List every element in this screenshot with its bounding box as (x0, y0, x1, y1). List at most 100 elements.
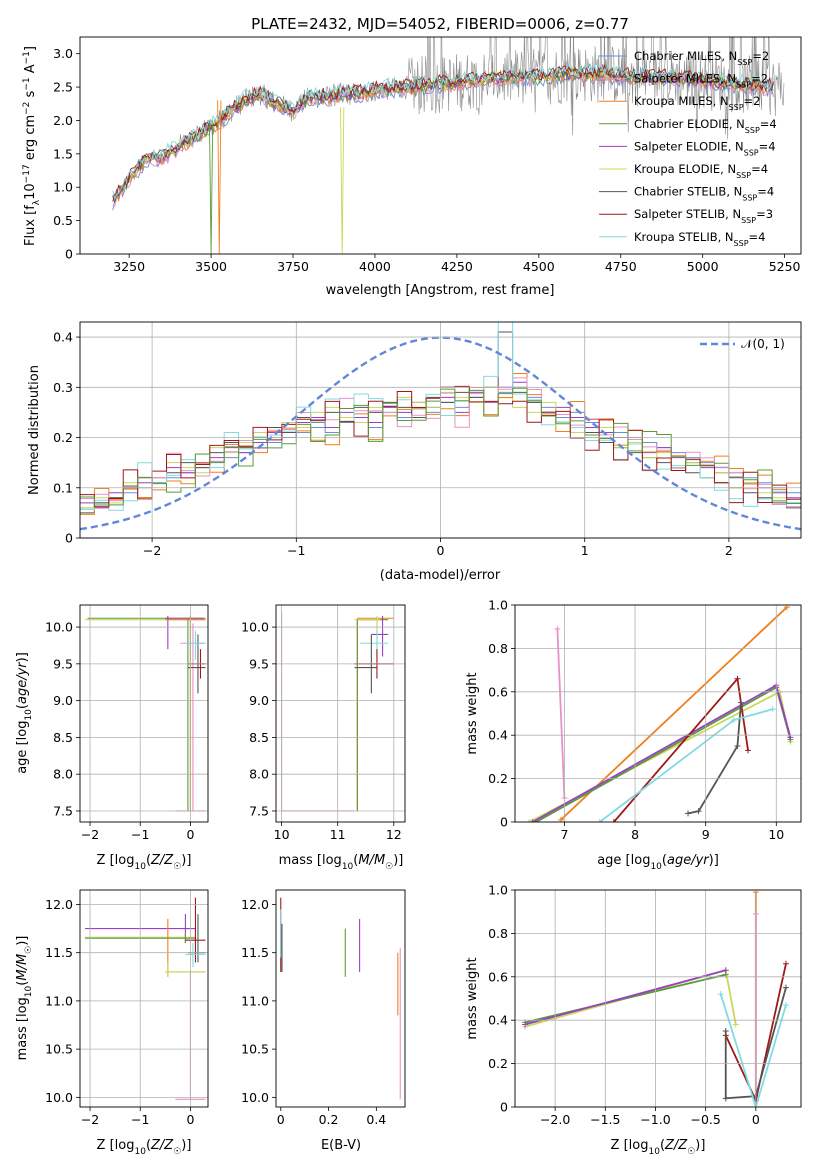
z-vs-age-xtick-label: 0 (186, 827, 194, 842)
age-weight-panel: 7 8 9 10 0 0.2 0.4 0.6 0.8 1.0 age [log10(age/yr)]… (465, 598, 802, 872)
weight-marker (526, 819, 533, 822)
z-vs-age-ylabel: age [log10(age/yr)] (15, 652, 34, 774)
z-weight-ytick-label: 0.8 (488, 926, 508, 941)
z-weight-xtick-label: 0 (752, 1112, 760, 1127)
z-vs-age-ytick-label: 8.5 (53, 730, 73, 745)
weight-marker (730, 717, 737, 724)
mass-vs-age-xtick-label: 12 (386, 827, 402, 842)
z-vs-age-ytick-label: 10.0 (45, 620, 73, 635)
figure-title: PLATE=2432, MJD=54052, FIBERID=0006, z=0… (251, 15, 629, 33)
mass-vs-age-ytick-label: 8.0 (249, 767, 269, 782)
legend-label: Chabrier MILES, NSSP=2 (634, 49, 769, 67)
residuals-xtick-label: −1 (287, 543, 305, 558)
age-weight-ytick-label: 0.6 (488, 684, 508, 699)
spectrum-xtick-label: 3250 (113, 259, 145, 274)
age-weight-ytick-label: 0.8 (488, 641, 508, 656)
z-weight-ytick-label: 0.2 (488, 1056, 508, 1071)
weight-marker (745, 747, 752, 754)
residuals-panel: −2 −1 0 1 2 0 0.1 0.2 0.3 0.4 𝒩(0, 1) (data-model)/… (27, 321, 802, 583)
z-weight-ytick-label: 0.6 (488, 969, 508, 984)
age-weight-ytick-label: 0.4 (488, 728, 508, 743)
weight-line-chabrier-elodie (535, 686, 792, 822)
z-vs-mass-xlabel: Z [log10(Z/Z☉)] (97, 1138, 192, 1157)
mass-vs-age-xtick-label: 10 (274, 827, 290, 842)
z-weight-ytick-label: 1.0 (488, 883, 508, 898)
legend-label: Chabrier STELIB, NSSP=4 (634, 185, 774, 203)
legend-label: Salpeter MILES, NSSP=2 (634, 72, 768, 90)
ebv-vs-mass-xtick-label: 0.4 (366, 1112, 386, 1127)
spectrum-ytick-label: 1.0 (53, 180, 73, 195)
spectrum-dropout-line (217, 100, 222, 254)
axes-frame (275, 889, 406, 1108)
ebv-vs-mass-plot-area (280, 897, 401, 1100)
ebv-vs-mass-ytick-label: 10.5 (241, 1042, 269, 1057)
z-vs-age-ytick-label: 9.5 (53, 656, 73, 671)
ebv-vs-mass-xtick-label: 0 (277, 1112, 285, 1127)
z-vs-mass-ytick-label: 11.0 (45, 993, 73, 1008)
spectrum-xtick-label: 3750 (277, 259, 309, 274)
spectrum-dropout-line (340, 107, 345, 254)
z-vs-age-ytick-label: 9.0 (53, 693, 73, 708)
weight-marker (782, 1002, 789, 1009)
ebv-vs-mass-ytick-label: 10.0 (241, 1090, 269, 1105)
weight-line-chabrier-elodie (524, 973, 726, 1024)
model-spectrum-salpeter-stelib (112, 63, 774, 202)
z-weight-ytick-label: 0 (500, 1100, 508, 1115)
residuals-xtick-label: 1 (581, 543, 589, 558)
legend-label: Kroupa ELODIE, NSSP=4 (634, 162, 768, 180)
axes-frame (275, 604, 406, 823)
z-vs-mass-xtick-label: 0 (186, 1112, 194, 1127)
spectrum-xtick-label: 4000 (359, 259, 391, 274)
spectrum-xtick-label: 4750 (605, 259, 637, 274)
legend-label: Chabrier ELODIE, NSSP=4 (634, 117, 777, 135)
z-vs-mass-ytick-label: 12.0 (45, 897, 73, 912)
residuals-ytick-label: 0.2 (53, 430, 73, 445)
weight-marker (734, 675, 741, 682)
ebv-vs-mass-ytick-label: 12.0 (241, 897, 269, 912)
spectrum-ylabel: Flux [fλ10−17 erg cm−2 s−1 A−1] (22, 46, 42, 246)
z-vs-mass-ytick-label: 10.0 (45, 1090, 73, 1105)
z-weight-xtick-label: −2.0 (540, 1112, 570, 1127)
ebv-vs-mass-xlabel: E(B-V) (321, 1138, 361, 1153)
spectrum-ytick-label: 1.5 (53, 146, 73, 161)
axes-frame (79, 36, 802, 255)
residuals-xlabel: (data-model)/error (380, 568, 501, 583)
mass-vs-age-panel: 10 11 12 7.5 8.0 8.5 9.0 9.5 10.0 mass [log10(M/M… (241, 604, 406, 872)
weight-marker (722, 1095, 729, 1102)
axes-frame (514, 604, 802, 823)
z-vs-age-panel: −2 −1 0 7.5 8.0 8.5 9.0 9.5 10.0 Z [log10(Z/Z☉)] a… (15, 604, 209, 872)
axes-frame (514, 889, 802, 1108)
spectrum-ytick-label: 2.0 (53, 113, 73, 128)
weight-marker (732, 1021, 739, 1028)
legend-label: 𝒩(0, 1) (741, 337, 785, 351)
age-weight-ytick-label: 0 (500, 815, 508, 830)
spectrum-xtick-label: 5250 (769, 259, 801, 274)
weight-marker (769, 706, 776, 713)
weight-line-kroupa-stelib (719, 993, 787, 1107)
ebv-vs-mass-ytick-label: 11.0 (241, 993, 269, 1008)
z-vs-age-xlabel: Z [log10(Z/Z☉)] (97, 853, 192, 872)
spectrum-xlabel: wavelength [Angstrom, rest frame] (326, 283, 555, 298)
residuals-ytick-label: 0.3 (53, 380, 73, 395)
z-vs-age-plot-area (85, 616, 206, 812)
weight-marker (610, 819, 617, 822)
z-vs-mass-plot-area (85, 897, 206, 1100)
model-spectrum-kroupa-stelib (112, 64, 774, 201)
z-weight-xtick-label: −1.5 (590, 1112, 620, 1127)
spectrum-ytick-label: 0.5 (53, 213, 73, 228)
z-vs-age-ytick-label: 8.0 (53, 767, 73, 782)
ebv-vs-mass-panel: 0 0.2 0.4 10.0 10.5 11.0 11.5 12.0 E(B-V) (241, 889, 406, 1153)
spectrum-ytick-label: 3.0 (53, 46, 73, 61)
spectrum-panel: 3250 3500 3750 4000 4250 4500 4750 5000 5250 0 0.5… (22, 36, 802, 298)
residuals-ytick-label: 0 (65, 531, 73, 546)
age-weight-ylabel: mass weight (465, 672, 480, 754)
axes-frame (79, 889, 209, 1108)
z-vs-age-xtick-label: −1 (131, 827, 149, 842)
axes-frame (79, 321, 802, 539)
spectrum-xtick-label: 3500 (195, 259, 227, 274)
z-vs-mass-panel: −2 −1 0 10.0 10.5 11.0 11.5 12.0 Z [log10(Z/Z☉)]… (15, 889, 209, 1157)
spectrum-xtick-label: 5000 (687, 259, 719, 274)
mass-vs-age-ytick-label: 7.5 (249, 803, 269, 818)
model-spectrum-chabrier-stelib (112, 64, 774, 204)
model-spectrum-kroupa-miles (112, 68, 774, 203)
